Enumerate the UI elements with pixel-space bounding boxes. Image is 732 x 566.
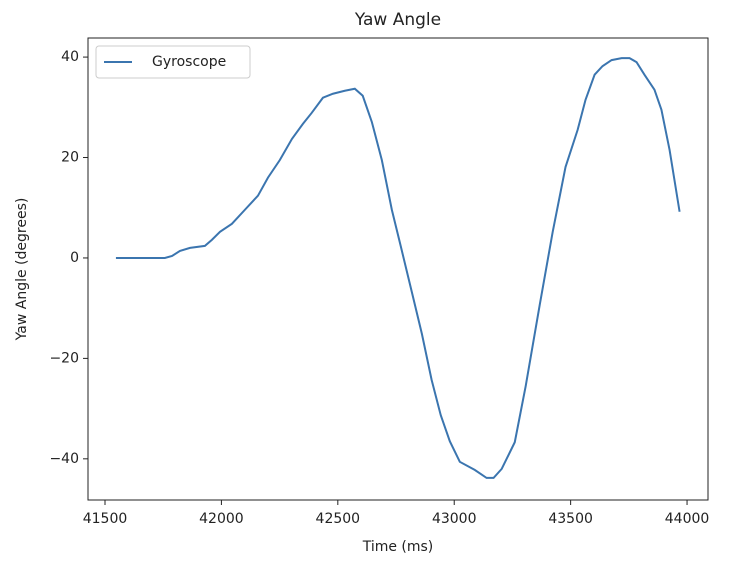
y-axis-label: Yaw Angle (degrees) bbox=[14, 198, 30, 342]
x-tick-label: 43000 bbox=[432, 511, 477, 527]
legend-box bbox=[95, 45, 251, 79]
x-axis-label: Time (ms) bbox=[362, 539, 434, 555]
y-tick-label: −20 bbox=[49, 350, 79, 366]
plot-frame bbox=[87, 37, 709, 501]
series-line bbox=[115, 57, 681, 479]
x-tick-label: 44000 bbox=[665, 511, 710, 527]
y-tick-label: 20 bbox=[61, 150, 79, 166]
x-tick-label: 41500 bbox=[83, 511, 128, 527]
legend-label: Gyroscope bbox=[152, 54, 226, 70]
y-tick-label: 0 bbox=[70, 250, 79, 266]
x-tick-label: 42500 bbox=[316, 511, 361, 527]
y-tick-label: −40 bbox=[49, 451, 79, 467]
x-tick-label: 42000 bbox=[199, 511, 244, 527]
y-tick-label: 40 bbox=[61, 49, 79, 65]
chart-title: Yaw Angle bbox=[354, 10, 441, 30]
x-tick-label: 43500 bbox=[548, 511, 593, 527]
